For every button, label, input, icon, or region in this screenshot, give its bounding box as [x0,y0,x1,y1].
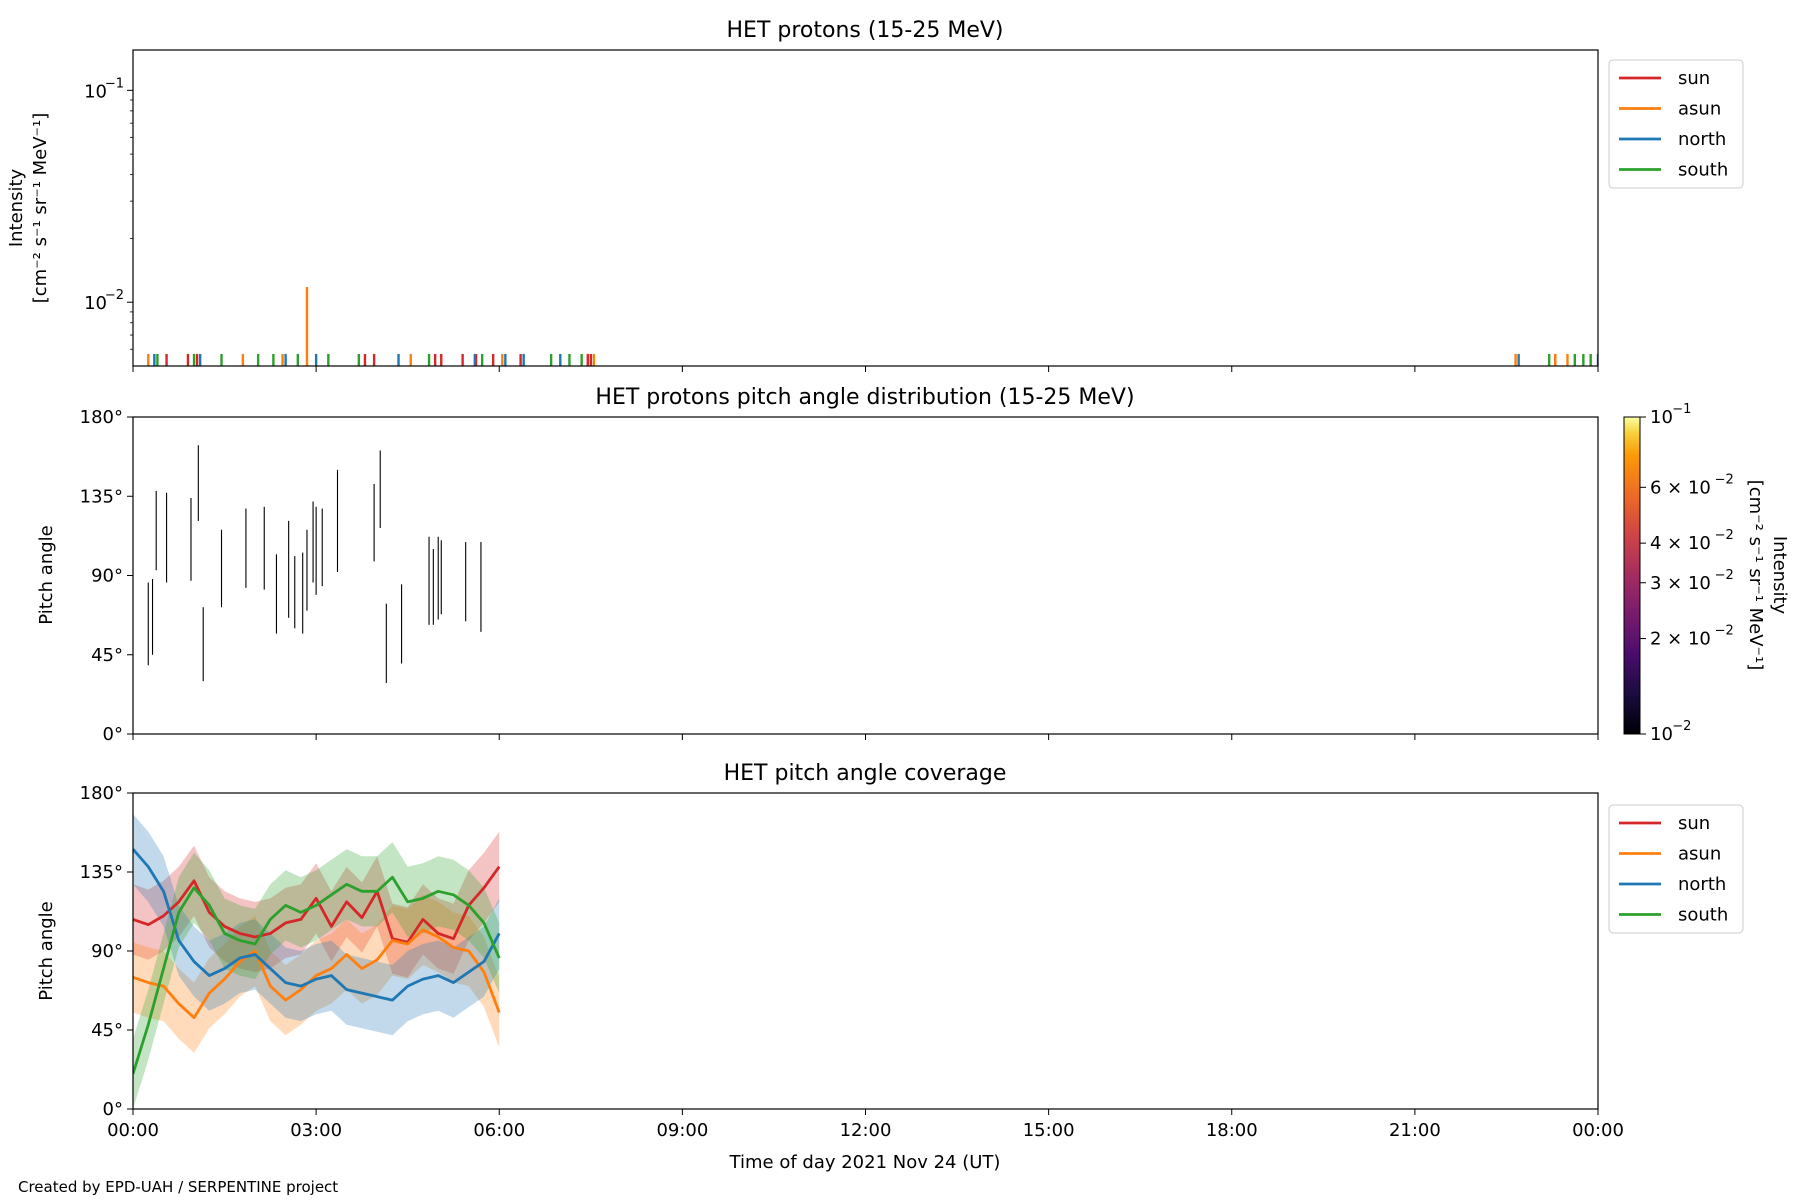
legend-label-north: north [1678,874,1726,895]
line-asun [133,928,501,1020]
legend-box [1608,59,1744,189]
panel-pitch-coverage: HET pitch angle coverage 0° 45° 90° 135° 180… [36,761,1744,1141]
y-tick-label: 10 [84,81,107,102]
x-tick-label: 06:00 [473,1120,525,1141]
x-tick-label: 00:00 [107,1120,159,1141]
colorbar-tick-exponent: −1 [1672,402,1691,417]
y-tick-label: 10 [84,293,107,314]
x-tick-label: 03:00 [290,1120,342,1141]
y-tick-label: 45° [91,1020,123,1041]
colorbar-tick-label: 2 × 10 [1650,629,1711,650]
panel3-ylabel: Pitch angle [36,901,57,1000]
legend-panel3: sun asun north south [1608,804,1744,934]
colorbar-label-line2: [cm⁻² s⁻¹ sr⁻¹ MeV⁻¹] [1745,480,1766,671]
legend-label-asun: asun [1678,99,1721,120]
y-tick-label: 0° [103,724,123,745]
credit-text: Created by EPD-UAH / SERPENTINE project [18,1178,338,1196]
band-south [133,842,500,1109]
x-tick-label: 18:00 [1206,1120,1258,1141]
panel-pitch-distribution: HET protons pitch angle distribution (15… [36,385,1790,745]
legend-panel1: sun asun north south [1608,59,1744,189]
y-tick-label: 135° [80,862,123,883]
panel2-title: HET protons pitch angle distribution (15… [595,385,1134,410]
y-tick-label: 180° [80,783,123,804]
y-tick-label: 90° [91,566,123,587]
y-tick-label: 90° [91,941,123,962]
colorbar-tick-exponent: −2 [1715,472,1734,487]
y-tick-label: 180° [80,407,123,428]
band-asun [133,894,500,1053]
x-tick-label: 15:00 [1023,1120,1075,1141]
panel2-frame [132,416,1599,735]
line-north [133,848,501,1002]
y-tick-label: 0° [103,1099,123,1120]
legend-label-asun: asun [1678,844,1721,865]
colorbar [1623,416,1641,735]
legend-label-sun: sun [1678,813,1710,834]
x-tick-label: 00:00 [1572,1120,1624,1141]
panel-intensity: HET protons (15-25 MeV) 10−210−1 Intensi… [6,18,1744,372]
colorbar-tick-label: 3 × 10 [1650,573,1711,594]
panel2-ylabel: Pitch angle [36,525,57,624]
y-tick-exponent: −1 [105,76,124,91]
y-tick-exponent: −2 [105,288,124,303]
panel1-frame [132,49,1599,367]
legend-label-sun: sun [1678,68,1710,89]
colorbar-tick-exponent: −2 [1715,528,1734,543]
panel1-ylabel-line2: [cm⁻² s⁻¹ sr⁻¹ MeV⁻¹] [30,113,51,304]
colorbar-tick-label: 10 [1650,724,1673,745]
panel3-title: HET pitch angle coverage [724,761,1007,786]
panel1-ylabel-line1: Intensity [6,168,27,247]
colorbar-tick-exponent: −2 [1715,624,1734,639]
x-tick-label: 12:00 [840,1120,892,1141]
x-tick-label: 21:00 [1389,1120,1441,1141]
legend-box [1608,804,1744,934]
colorbar-tick-label: 6 × 10 [1650,477,1711,498]
y-tick-label: 45° [91,645,123,666]
colorbar-tick-label: 10 [1650,407,1673,428]
x-tick-label: 09:00 [656,1120,708,1141]
y-tick-label: 135° [80,486,123,507]
legend-label-south: south [1678,905,1728,926]
colorbar-label-line1: Intensity [1769,536,1790,615]
line-sun [133,865,501,944]
colorbar-tick-exponent: −2 [1672,719,1691,734]
colorbar-tick-exponent: −2 [1715,568,1734,583]
legend-label-north: north [1678,129,1726,150]
x-axis-label: Time of day 2021 Nov 24 (UT) [729,1152,1001,1173]
panel1-title: HET protons (15-25 MeV) [727,18,1004,43]
legend-label-south: south [1678,160,1728,181]
line-south [133,875,501,1075]
colorbar-tick-label: 4 × 10 [1650,533,1711,554]
